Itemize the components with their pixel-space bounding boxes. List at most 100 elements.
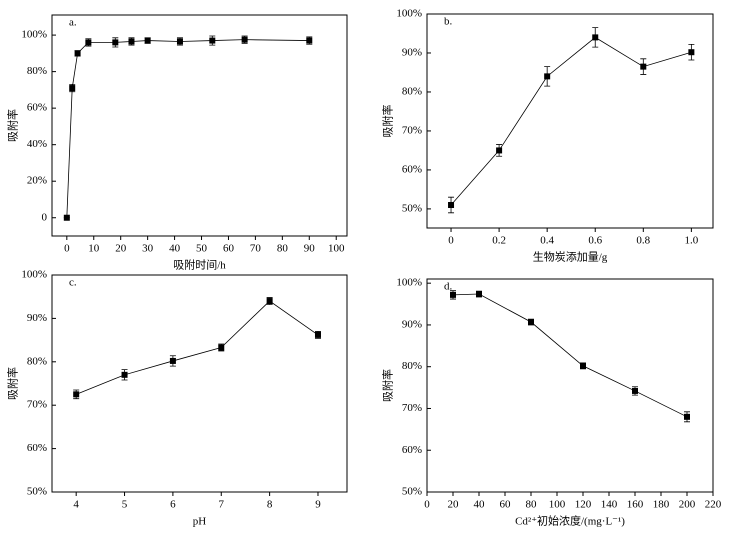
x-tick-label: 9 — [315, 499, 321, 511]
data-point — [69, 85, 76, 92]
data-point — [176, 38, 183, 45]
x-tick-label: 40 — [474, 499, 486, 511]
x-tick-label: 50 — [196, 243, 208, 255]
x-tick-label: 20 — [115, 243, 127, 255]
x-tick-label: 5 — [122, 499, 128, 511]
panel-label: a. — [69, 17, 77, 29]
y-tick-label: 60% — [402, 163, 422, 175]
y-tick-label: 50% — [27, 486, 47, 498]
y-axis-label: 吸附率 — [6, 367, 20, 400]
data-point — [314, 331, 321, 338]
y-tick-label: 80% — [27, 65, 47, 77]
x-tick-label: 160 — [627, 499, 644, 511]
data-line — [450, 36, 692, 206]
x-tick-label: 1.0 — [684, 235, 698, 247]
data-point — [112, 39, 119, 46]
x-tick-label: 0 — [424, 499, 430, 511]
y-tick-label: 80% — [402, 85, 422, 97]
plot-frame — [51, 274, 348, 493]
data-point — [121, 371, 128, 378]
data-point — [450, 291, 456, 298]
y-tick-label: 50% — [402, 202, 422, 214]
y-tick-label: 90% — [402, 318, 422, 330]
y-tick-label: 70% — [402, 402, 422, 414]
plot-frame — [426, 278, 714, 493]
x-axis-label: 生物炭添加量/g — [533, 250, 608, 264]
y-axis-label: 吸附率 — [381, 369, 395, 402]
x-tick-label: 100 — [328, 243, 345, 255]
x-tick-label: 8 — [267, 499, 273, 511]
x-tick-label: 40 — [169, 243, 181, 255]
y-tick-label: 60% — [27, 442, 47, 454]
x-tick-label: 0.8 — [636, 235, 650, 247]
data-point — [448, 202, 455, 209]
y-tick-label: 80% — [27, 355, 47, 367]
data-point — [266, 298, 273, 305]
data-point — [144, 37, 151, 44]
data-point — [476, 291, 482, 298]
x-tick-label: 90 — [304, 243, 316, 255]
x-tick-label: 80 — [526, 499, 538, 511]
data-point — [684, 413, 690, 420]
panel-label: b. — [444, 16, 453, 28]
data-line — [76, 300, 319, 395]
plot-frame — [51, 14, 348, 237]
x-tick-label: 0.2 — [492, 235, 506, 247]
data-point — [632, 387, 638, 394]
data-point — [592, 34, 599, 41]
data-point — [128, 38, 135, 45]
x-axis-label: Cd²⁺初始浓度/(mg·L⁻¹) — [515, 514, 625, 528]
x-tick-label: 10 — [88, 243, 100, 255]
y-tick-label: 20% — [27, 175, 47, 187]
data-point — [74, 50, 81, 57]
data-point — [640, 63, 647, 70]
x-tick-label: 80 — [277, 243, 289, 255]
x-tick-label: 60 — [223, 243, 235, 255]
x-tick-label: 30 — [142, 243, 154, 255]
data-point — [218, 344, 225, 351]
data-point — [580, 362, 586, 369]
x-tick-label: 140 — [601, 499, 618, 511]
x-tick-label: 180 — [653, 499, 670, 511]
data-point — [85, 39, 92, 46]
plot-frame — [426, 13, 714, 229]
y-tick-label: 0 — [42, 211, 48, 223]
y-tick-label: 70% — [402, 124, 422, 136]
x-tick-label: 4 — [73, 499, 79, 511]
data-point — [209, 37, 216, 44]
data-point — [544, 73, 551, 80]
data-point — [63, 214, 70, 221]
panel-label: c. — [69, 277, 77, 289]
panel-label: d. — [444, 281, 453, 293]
data-point — [688, 49, 695, 56]
y-tick-label: 40% — [27, 138, 47, 150]
data-point — [73, 391, 80, 398]
x-tick-label: 0.6 — [588, 235, 602, 247]
data-line — [66, 39, 310, 218]
data-point — [169, 357, 176, 364]
data-point — [306, 37, 313, 44]
y-axis-label: 吸附率 — [381, 105, 395, 138]
data-point — [528, 319, 534, 326]
x-tick-label: 0 — [64, 243, 70, 255]
y-tick-label: 50% — [402, 486, 422, 498]
data-line — [452, 293, 688, 418]
x-tick-label: 120 — [575, 499, 592, 511]
y-tick-label: 100% — [21, 269, 47, 281]
y-tick-label: 90% — [402, 47, 422, 59]
y-tick-label: 60% — [402, 444, 422, 456]
x-tick-label: 6 — [170, 499, 176, 511]
y-tick-label: 70% — [27, 399, 47, 411]
y-tick-label: 100% — [21, 29, 47, 41]
x-tick-label: 60 — [500, 499, 512, 511]
y-tick-label: 90% — [27, 312, 47, 324]
y-tick-label: 80% — [402, 360, 422, 372]
y-tick-label: 100% — [396, 8, 422, 20]
y-tick-label: 60% — [27, 102, 47, 114]
x-tick-label: 7 — [219, 499, 225, 511]
data-point — [241, 36, 248, 43]
x-tick-label: 0.4 — [540, 235, 554, 247]
x-axis-label: pH — [193, 516, 207, 528]
x-tick-label: 100 — [549, 499, 566, 511]
